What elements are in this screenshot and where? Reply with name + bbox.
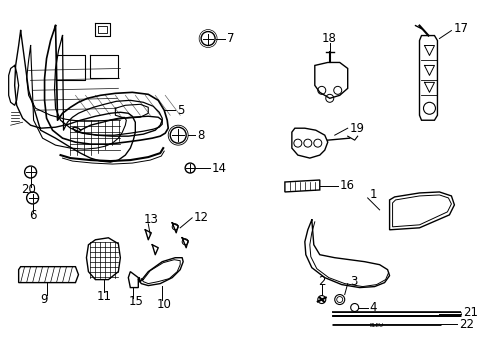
Text: 18: 18 bbox=[321, 32, 336, 45]
Text: 17: 17 bbox=[452, 22, 468, 35]
Text: 14: 14 bbox=[212, 162, 226, 175]
Text: 9: 9 bbox=[41, 293, 48, 306]
Text: 21: 21 bbox=[463, 306, 477, 319]
Text: 8: 8 bbox=[197, 129, 204, 142]
Text: 11: 11 bbox=[96, 290, 111, 303]
Text: 19: 19 bbox=[349, 122, 364, 135]
Text: 20: 20 bbox=[20, 184, 36, 197]
Text: 1: 1 bbox=[369, 188, 376, 202]
Text: 3: 3 bbox=[349, 275, 356, 288]
Text: 7: 7 bbox=[226, 32, 234, 45]
Text: 6: 6 bbox=[30, 210, 37, 222]
Text: 5: 5 bbox=[177, 104, 184, 117]
Text: 22: 22 bbox=[458, 318, 473, 331]
Text: 2: 2 bbox=[317, 275, 325, 288]
Text: 15: 15 bbox=[128, 295, 143, 308]
Text: 13: 13 bbox=[143, 213, 158, 226]
Text: 4: 4 bbox=[369, 301, 376, 314]
Text: 10: 10 bbox=[156, 298, 171, 311]
Text: 12: 12 bbox=[194, 211, 209, 224]
Text: BLEU: BLEU bbox=[369, 323, 383, 328]
Text: 16: 16 bbox=[339, 180, 354, 193]
